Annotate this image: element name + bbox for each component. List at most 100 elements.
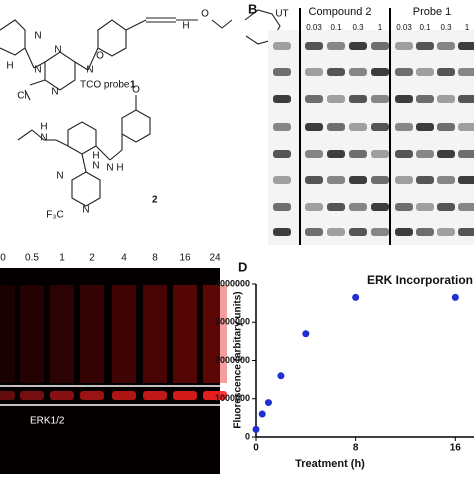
blot-band xyxy=(437,176,455,184)
atom-label: O xyxy=(96,51,104,62)
dose-label: 0.03 xyxy=(306,23,322,32)
blot-band xyxy=(273,228,291,236)
blot-background xyxy=(268,30,474,245)
atom-label: N xyxy=(82,205,89,216)
blot-band xyxy=(416,228,434,236)
blot-band xyxy=(371,203,389,211)
y-tick-label: 1000000 xyxy=(215,393,250,403)
blot-band xyxy=(349,95,367,103)
blot-band xyxy=(416,150,434,158)
blot-band xyxy=(395,42,413,50)
gel-lane-glow xyxy=(80,285,104,383)
blot-band xyxy=(371,68,389,76)
atom-label: N xyxy=(54,45,61,56)
y-tick-label: 2000000 xyxy=(215,355,250,365)
blot-band xyxy=(273,150,291,158)
data-point xyxy=(264,399,272,407)
blot-band xyxy=(305,123,323,131)
blot-band xyxy=(416,95,434,103)
blot-band xyxy=(395,68,413,76)
blot-band xyxy=(305,42,323,50)
blot-band xyxy=(437,68,455,76)
gel-band xyxy=(203,391,227,400)
atom-label: H xyxy=(40,122,47,133)
blot-band xyxy=(416,176,434,184)
probe-number: 1 xyxy=(130,80,136,91)
data-point xyxy=(352,293,360,301)
blot-band xyxy=(416,203,434,211)
data-point xyxy=(252,425,260,433)
atom-label: O xyxy=(201,9,209,20)
data-point xyxy=(258,410,266,418)
lane-label: UT xyxy=(275,9,288,20)
x-tick-label: 8 xyxy=(353,443,359,454)
data-point xyxy=(451,293,459,301)
atom-label: O xyxy=(132,85,140,96)
panel-letter: B xyxy=(248,1,257,16)
time-label: 2 xyxy=(89,253,95,264)
dose-label: 0.03 xyxy=(396,23,412,32)
blot-band xyxy=(273,203,291,211)
blot-band xyxy=(437,123,455,131)
blot-band xyxy=(349,123,367,131)
blot-band xyxy=(327,42,345,50)
y-axis-label: Fluorescence (arbitary units) xyxy=(233,291,244,428)
blot-band xyxy=(395,95,413,103)
chart-title: ERK Incorporation xyxy=(367,273,473,287)
time-label: 1 xyxy=(59,253,65,264)
atom-label: N xyxy=(34,31,41,42)
line-chart: 0 1000000 2000000 3000000 4000000 0 8 16 xyxy=(215,278,474,454)
blot-band xyxy=(273,42,291,50)
time-label: 0.5 xyxy=(25,253,39,264)
time-label: 0 xyxy=(0,253,6,264)
atom-label: N xyxy=(56,171,63,182)
blot-band xyxy=(327,150,345,158)
blot-band xyxy=(371,150,389,158)
blot-band xyxy=(416,123,434,131)
structure-1 xyxy=(0,9,281,101)
dose-label: 0.3 xyxy=(440,23,452,32)
blot-band xyxy=(327,203,345,211)
blot-band xyxy=(371,123,389,131)
band-label: ERK1/2 xyxy=(30,416,65,427)
blot-band xyxy=(305,176,323,184)
blot-band xyxy=(395,228,413,236)
x-tick-label: 16 xyxy=(450,443,462,454)
gel-band xyxy=(173,391,197,400)
dose-label: 1 xyxy=(465,23,470,32)
x-tick-label: 0 xyxy=(253,443,259,454)
atom-label: N xyxy=(34,65,41,76)
blot-band xyxy=(349,176,367,184)
blot-band xyxy=(458,42,474,50)
blot-band xyxy=(437,203,455,211)
atom-label: F₃C xyxy=(46,210,63,221)
atom-label: H xyxy=(92,151,99,162)
time-label: 24 xyxy=(209,253,221,264)
blot-band xyxy=(395,203,413,211)
group-label: Compound 2 xyxy=(309,6,372,18)
blot-band xyxy=(349,228,367,236)
atom-label: H xyxy=(182,21,189,32)
gel-lane-glow xyxy=(20,285,44,383)
blot-band xyxy=(273,123,291,131)
time-label: 8 xyxy=(152,253,158,264)
time-label: 16 xyxy=(179,253,191,264)
blot-band xyxy=(349,42,367,50)
blot-band xyxy=(458,176,474,184)
blot-band xyxy=(395,150,413,158)
blot-band xyxy=(458,95,474,103)
blot-band xyxy=(349,68,367,76)
blot-band xyxy=(273,95,291,103)
blot-band xyxy=(437,150,455,158)
probe-label: TCO probe xyxy=(80,80,130,91)
gel-lane-glow xyxy=(143,285,167,383)
blot-band xyxy=(305,150,323,158)
group-label: Probe 1 xyxy=(413,6,452,18)
atom-label: N xyxy=(40,133,47,144)
blot-band xyxy=(273,176,291,184)
gel-lane-glow xyxy=(173,285,197,383)
atom-label: N xyxy=(86,65,93,76)
gel-lane-glow xyxy=(203,285,227,383)
